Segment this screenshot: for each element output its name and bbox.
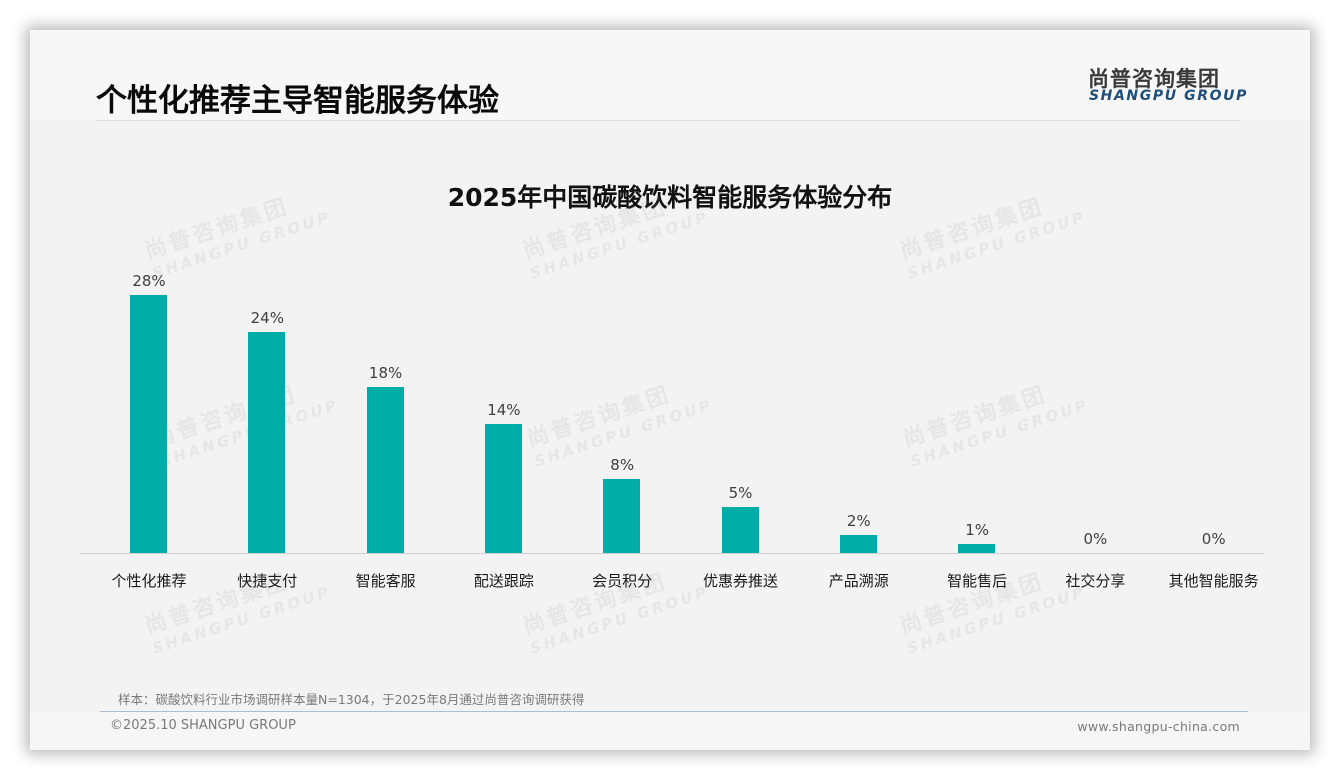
bar-group: 28% bbox=[90, 260, 208, 554]
title-divider bbox=[96, 120, 1240, 121]
bar[interactable] bbox=[366, 387, 404, 553]
slide: 个性化推荐主导智能服务体验 尚普咨询集团 SHANGPU GROUP 2025年… bbox=[30, 30, 1310, 750]
x-axis-label: 其他智能服务 bbox=[1168, 572, 1259, 590]
bar[interactable] bbox=[130, 295, 167, 553]
bar-value-label: 2% bbox=[846, 511, 871, 530]
bar-value-label: 0% bbox=[1083, 530, 1108, 548]
footer-band bbox=[30, 712, 1310, 750]
x-axis-label: 社交分享 bbox=[1065, 572, 1126, 590]
bar-value-label: 28% bbox=[132, 272, 166, 291]
bar-value-label: 1% bbox=[965, 520, 989, 539]
x-axis-label: 智能客服 bbox=[355, 572, 416, 590]
logo-chinese: 尚普咨询集团 bbox=[1088, 67, 1220, 91]
bar[interactable] bbox=[958, 543, 996, 553]
watermark: 尚普咨询集团 SHANGPU GROUP bbox=[519, 569, 712, 658]
x-axis-label: 会员积分 bbox=[592, 572, 653, 590]
x-axis-label: 优惠券推送 bbox=[702, 572, 778, 590]
bar-value-label: 0% bbox=[1201, 530, 1226, 548]
copyright-text: ©2025.10 SHANGPU GROUP bbox=[110, 718, 296, 733]
header-band bbox=[30, 30, 1310, 120]
chart-title: 2025年中国碳酸饮料智能服务体验分布 bbox=[447, 183, 893, 212]
logo-english: SHANGPU GROUP bbox=[1089, 88, 1248, 104]
watermark: 尚普咨询集团 SHANGPU GROUP bbox=[141, 569, 334, 658]
bar-value-label: 14% bbox=[487, 401, 521, 420]
x-axis-label: 智能售后 bbox=[947, 572, 1008, 590]
bar-group: 0% bbox=[1036, 260, 1154, 554]
bar-group: 0% bbox=[1155, 260, 1273, 554]
x-axis-label: 快捷支付 bbox=[237, 572, 298, 590]
bar-group: 5% bbox=[682, 260, 800, 554]
bar-group: 14% bbox=[445, 260, 563, 554]
footer-divider bbox=[100, 711, 1248, 712]
bar[interactable] bbox=[248, 332, 286, 553]
bar-group: 24% bbox=[208, 260, 326, 554]
x-axis-label: 个性化推荐 bbox=[111, 572, 187, 590]
bar-group: 8% bbox=[563, 260, 681, 554]
bar[interactable] bbox=[603, 479, 641, 553]
bar-value-label: 8% bbox=[610, 456, 635, 475]
bar-group: 1% bbox=[918, 260, 1036, 554]
bar[interactable] bbox=[721, 507, 759, 553]
watermark: 尚普咨询集团 SHANGPU GROUP bbox=[896, 569, 1089, 658]
bar[interactable] bbox=[839, 534, 877, 553]
website-link[interactable]: www.shangpu-china.com bbox=[1077, 719, 1240, 734]
bar-value-label: 5% bbox=[728, 484, 753, 502]
x-axis-label: 产品溯源 bbox=[828, 572, 889, 590]
sample-note: 样本：碳酸饮料行业市场调研样本量N=1304，于2025年8月通过尚普咨询调研获… bbox=[118, 692, 585, 707]
bar-value-label: 24% bbox=[250, 309, 284, 328]
bar[interactable] bbox=[484, 424, 522, 553]
page-title: 个性化推荐主导智能服务体验 bbox=[96, 83, 499, 119]
bar-value-label: 18% bbox=[368, 364, 403, 383]
bar-group: 2% bbox=[800, 260, 918, 554]
bar-group: 18% bbox=[327, 260, 445, 554]
x-axis-line bbox=[80, 553, 1264, 554]
x-axis-label: 配送跟踪 bbox=[473, 572, 534, 590]
bar-chart-plot: 28% 24% 18% 14% 8% 5% 2% 1% 0% 0% bbox=[80, 260, 1264, 554]
